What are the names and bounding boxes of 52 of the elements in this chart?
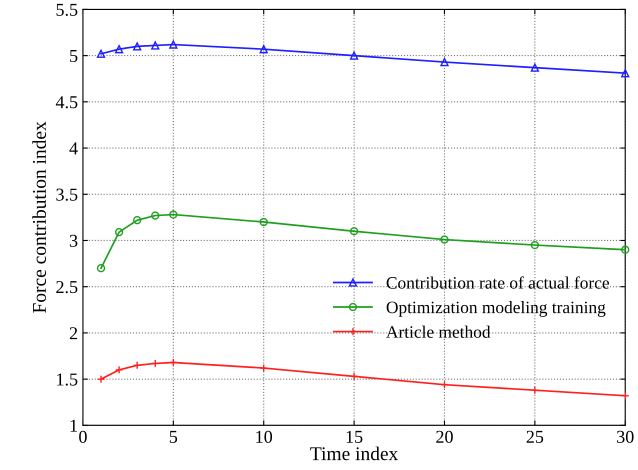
- y-tick-label: 1: [70, 420, 77, 432]
- legend-label: Contribution rate of actual force: [386, 276, 610, 289]
- point: [350, 51, 358, 60]
- y-tick-label: 2.5: [56, 281, 78, 294]
- point: [350, 372, 358, 381]
- point: [133, 216, 142, 224]
- point: [350, 227, 358, 236]
- y-tick-label: 5.5: [56, 4, 78, 16]
- x-axis-title: Time index: [310, 446, 398, 460]
- point: [169, 40, 178, 49]
- y-tick-label: 4.5: [56, 96, 78, 108]
- point: [621, 246, 630, 254]
- point: [260, 364, 268, 372]
- point: [133, 42, 142, 51]
- point: [440, 380, 449, 389]
- point: [440, 58, 449, 66]
- legend-label: Article method: [386, 326, 490, 338]
- x-tick-label: 25: [526, 430, 544, 443]
- y-tick-label: 2: [70, 327, 78, 340]
- x-tick-label: 15: [346, 430, 362, 443]
- point: [133, 361, 142, 370]
- point: [621, 69, 630, 78]
- x-tick-label: 5: [170, 430, 178, 443]
- legend-label: Optimization modeling training: [386, 301, 606, 317]
- point: [114, 228, 124, 236]
- point: [260, 44, 268, 54]
- point: [530, 240, 540, 250]
- point: [151, 359, 160, 368]
- point: [114, 366, 124, 374]
- y-tick-label: 1.5: [57, 373, 78, 386]
- y-tick-label: 3: [70, 234, 78, 247]
- point: [169, 210, 178, 219]
- point: [169, 358, 178, 367]
- point: [260, 218, 268, 226]
- point: [151, 211, 160, 220]
- point: [96, 264, 106, 272]
- point: [621, 392, 630, 400]
- point: [96, 50, 106, 58]
- y-axis-title: Force contribution index: [32, 121, 46, 313]
- y-tick-label: 4: [69, 142, 78, 154]
- x-tick-label: 0: [79, 430, 87, 443]
- x-tick-label: 10: [256, 430, 272, 443]
- point: [114, 44, 124, 54]
- point: [530, 63, 540, 72]
- x-tick-label: 20: [436, 430, 453, 443]
- x-tick-label: 30: [617, 430, 634, 443]
- point: [530, 386, 540, 394]
- point: [96, 374, 106, 384]
- y-tick-label: 5: [70, 50, 78, 62]
- y-tick-label: 3.5: [56, 188, 78, 201]
- point: [440, 235, 449, 244]
- point: [151, 41, 160, 50]
